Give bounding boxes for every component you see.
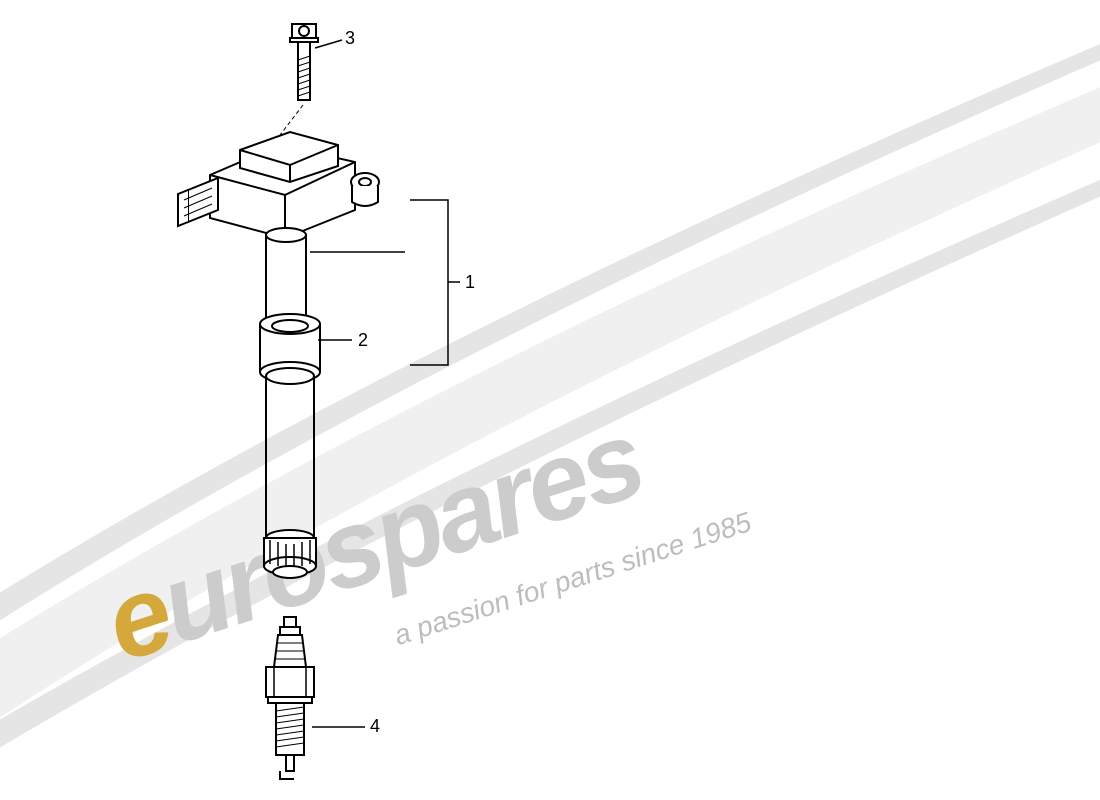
diagram-container: eurospares a passion for parts since 198…	[0, 0, 1100, 800]
callout-4-leader	[0, 0, 1100, 800]
callout-4: 4	[370, 716, 380, 737]
